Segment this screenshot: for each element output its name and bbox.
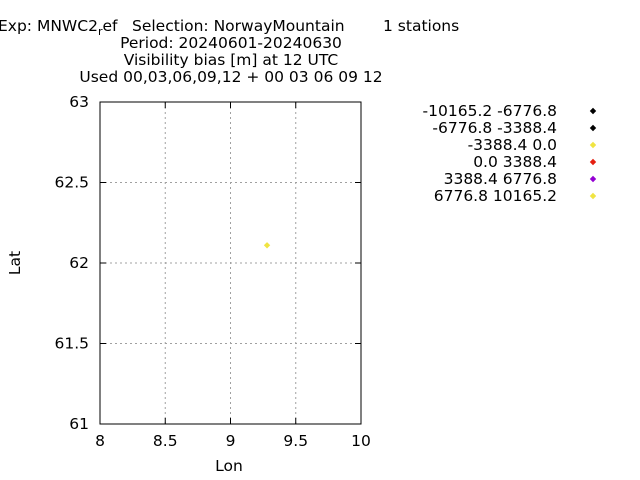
- data-points: [263, 242, 271, 249]
- legend-label: -10165.2 -6776.8: [423, 102, 557, 120]
- y-tick-label: 61.5: [54, 335, 89, 353]
- x-tick-label: 8.5: [153, 432, 178, 450]
- y-axis-label: Lat: [6, 251, 24, 275]
- data-point: [263, 242, 271, 249]
- legend-marker: [589, 192, 597, 200]
- legend: -10165.2 -6776.8-6776.8 -3388.4-3388.4 0…: [423, 102, 597, 205]
- exp-label: Exp: MNWC2ref: [0, 17, 118, 38]
- legend-label: -3388.4 0.0: [468, 136, 557, 154]
- chart-title: Visibility bias [m] at 12 UTC: [124, 51, 339, 69]
- legend-label: 6776.8 10165.2: [434, 187, 557, 205]
- axis-ticks: 8 8.5 9 9.5 10 61 61.5 62 62.5 63: [54, 93, 370, 450]
- x-tick-label: 9: [226, 432, 236, 450]
- legend-marker: [589, 158, 597, 166]
- legend-marker: [589, 141, 597, 149]
- x-axis-label: Lon: [215, 457, 243, 475]
- x-tick-label: 9.5: [283, 432, 308, 450]
- legend-label: 3388.4 6776.8: [444, 170, 557, 188]
- x-tick-label: 8: [95, 432, 105, 450]
- legend-marker: [589, 124, 597, 132]
- legend-marker: [589, 175, 597, 183]
- selection-label: Selection: NorwayMountain: [132, 17, 345, 35]
- y-tick-label: 61: [69, 415, 89, 433]
- period-label: Period: 20240601-20240630: [120, 34, 342, 52]
- grid: [100, 102, 361, 424]
- legend-label: -6776.8 -3388.4: [432, 119, 557, 137]
- used-label: Used 00,03,06,09,12 + 00 03 06 09 12: [79, 68, 382, 86]
- y-tick-label: 62: [69, 254, 89, 272]
- legend-marker: [589, 107, 597, 115]
- y-tick-label: 63: [69, 93, 89, 111]
- y-tick-label: 62.5: [54, 174, 89, 192]
- x-tick-label: 10: [351, 432, 371, 450]
- stations-count: 1 stations: [383, 17, 459, 35]
- legend-label: 0.0 3388.4: [473, 153, 557, 171]
